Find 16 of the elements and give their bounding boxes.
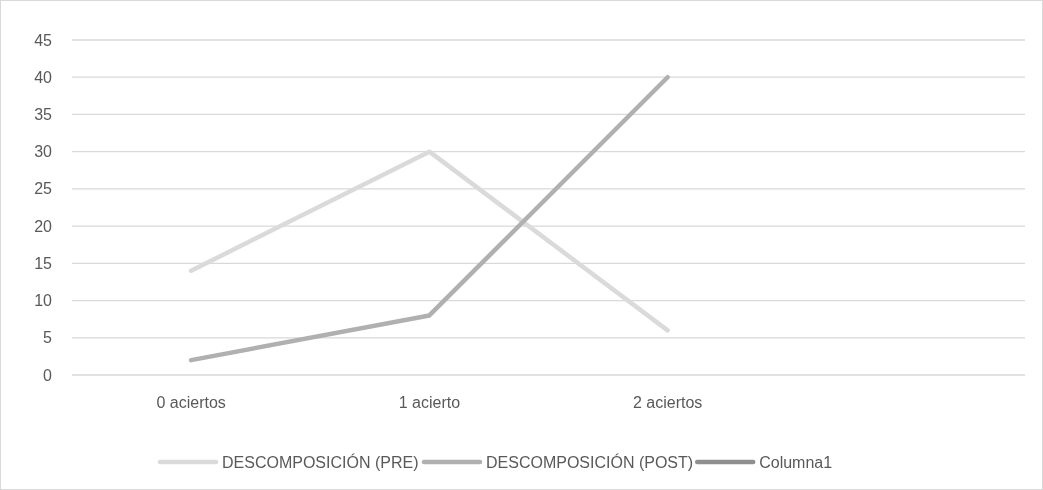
legend-label: DESCOMPOSICIÓN (POST) [486, 452, 694, 471]
y-tick-label: 25 [34, 180, 53, 198]
x-tick-label: 2 aciertos [632, 394, 703, 411]
y-tick-label: 35 [34, 106, 53, 124]
y-tick-label: 10 [34, 292, 53, 310]
x-tick-label: 0 aciertos [156, 394, 226, 411]
x-tick-label: 1 acierto [398, 394, 461, 411]
y-tick-label: 15 [34, 254, 53, 272]
y-tick-label: 40 [34, 68, 53, 86]
legend-label: DESCOMPOSICIÓN (PRE) [222, 452, 419, 471]
y-tick-label: 0 [43, 366, 53, 384]
legend-label: Columna1 [759, 453, 833, 471]
y-tick-label: 45 [34, 31, 53, 49]
y-tick-label: 5 [43, 329, 53, 347]
y-tick-label: 30 [34, 143, 53, 161]
y-tick-label: 20 [34, 217, 53, 235]
